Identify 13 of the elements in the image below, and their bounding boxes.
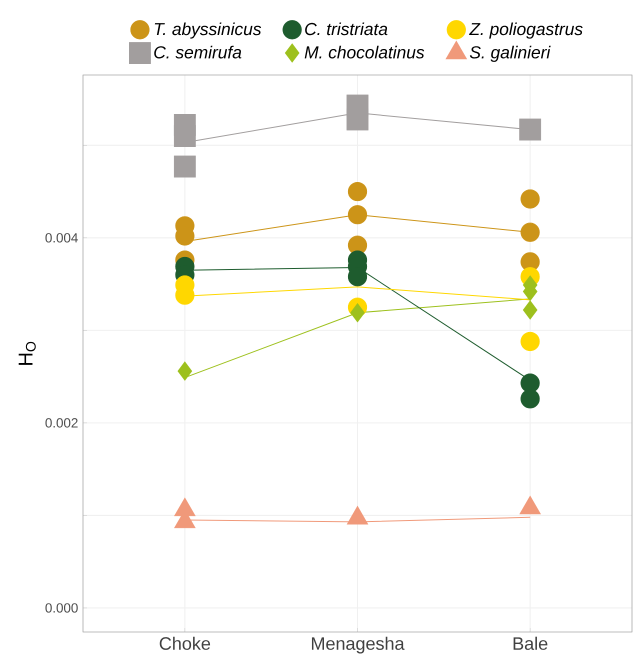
x-tick-label: Menagesha (312, 636, 405, 654)
legend-label: C. semirufa (154, 46, 242, 58)
legend-label: C. tristriata (305, 22, 388, 36)
x-tick-label: Choke (160, 636, 210, 650)
y-tick-label: 0.000 (45, 603, 78, 613)
legend-label: Z. poliogastrus (469, 22, 583, 39)
legend-label: S. galinieri (470, 46, 551, 62)
x-tick-label: Bale (514, 636, 548, 650)
y-axis-title: H$_{O}$ (18, 342, 36, 365)
legend-label: T. abyssinicus (154, 22, 262, 39)
y-tick-label: 0.004 (45, 233, 78, 243)
legend-label: M. chocolatinus (304, 46, 424, 58)
y-tick-label: 0.002 (45, 418, 78, 428)
